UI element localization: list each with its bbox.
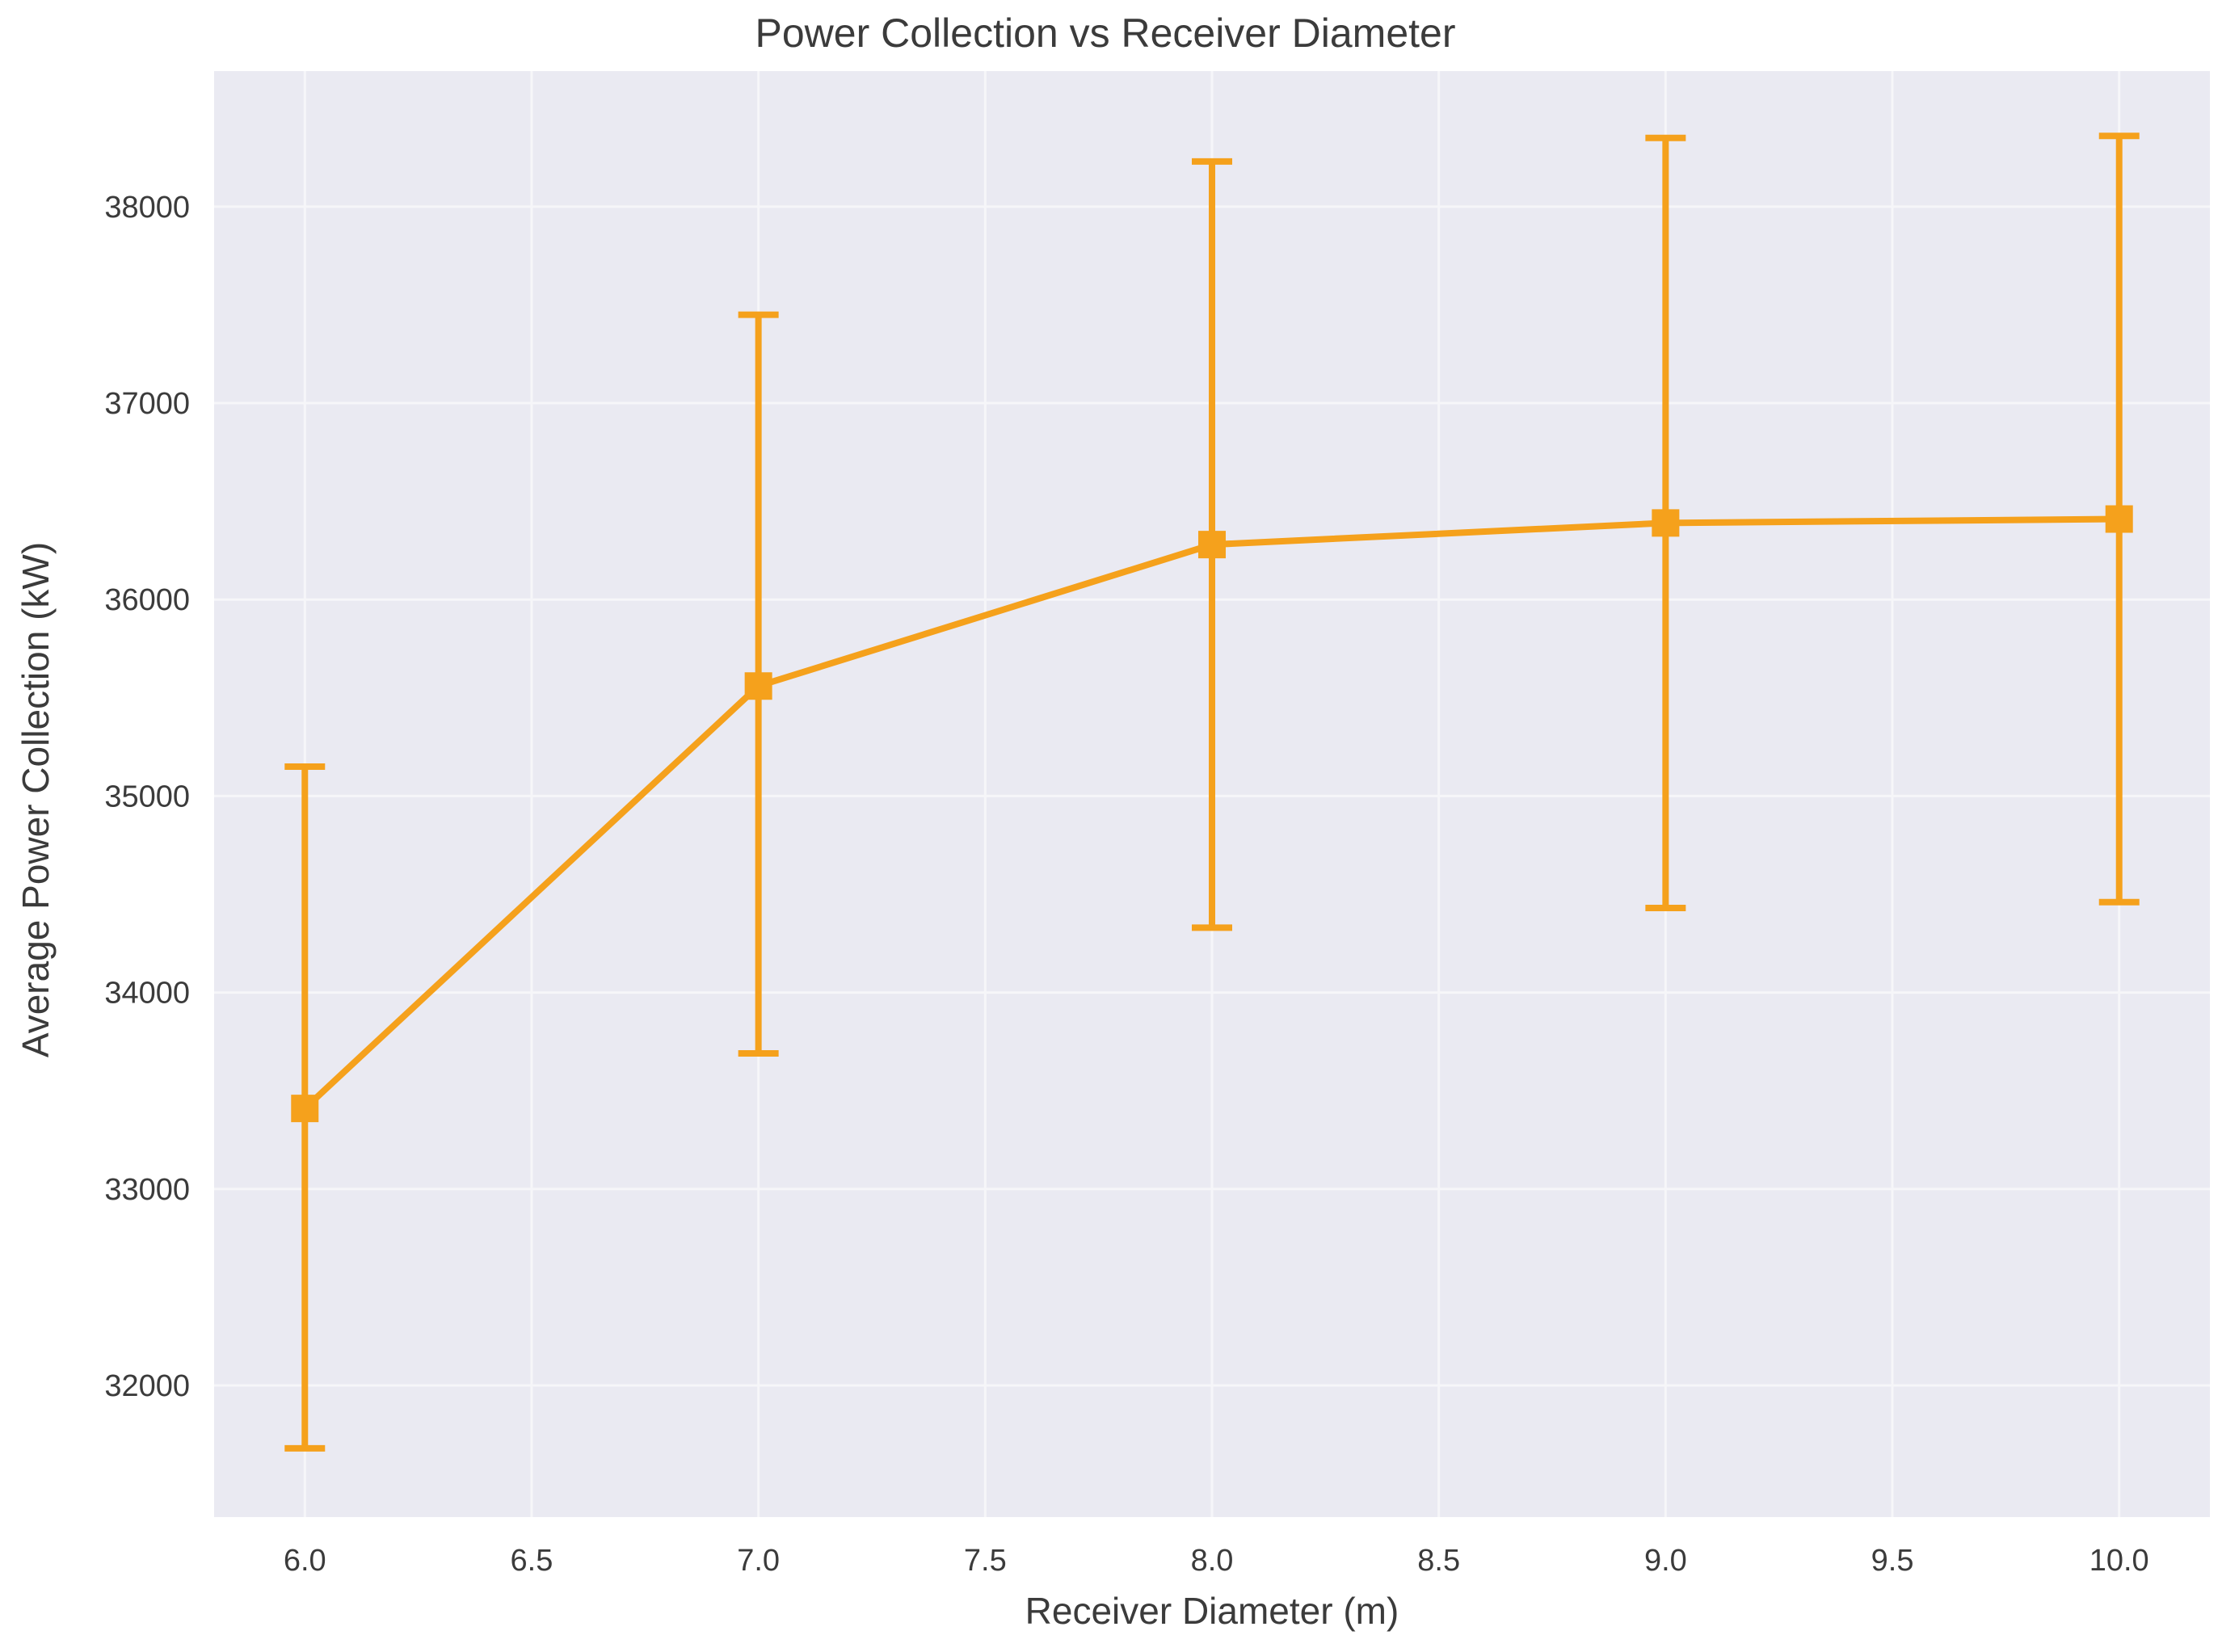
x-tick-label: 10.0 [2089,1544,2149,1578]
y-tick-label: 32000 [104,1369,190,1403]
y-tick-label: 38000 [104,191,190,225]
x-tick-label: 9.0 [1644,1544,1687,1578]
x-tick-label: 9.5 [1871,1544,1914,1578]
x-tick-label: 7.5 [964,1544,1007,1578]
data-point-marker [1198,531,1226,559]
x-tick-label: 8.0 [1191,1544,1234,1578]
y-tick-label: 37000 [104,387,190,421]
series-layer [284,132,2140,1452]
y-tick-label: 33000 [104,1173,190,1207]
data-point-marker [2105,505,2133,533]
x-tick-label: 6.0 [284,1544,326,1578]
x-tick-labels: 6.0 6.5 7.0 7.5 8.0 8.5 9.0 9.5 10.0 [284,1544,2149,1578]
data-point-marker [1652,509,1680,537]
data-point-marker [291,1095,319,1123]
x-tick-label: 8.5 [1417,1544,1460,1578]
data-point-marker [744,672,772,700]
y-tick-label: 34000 [104,977,190,1011]
y-tick-label: 35000 [104,780,190,813]
y-tick-label: 36000 [104,583,190,617]
x-tick-label: 6.5 [511,1544,553,1578]
chart-title: Power Collection vs Receiver Diameter [755,11,1456,56]
x-tick-label: 7.0 [737,1544,780,1578]
x-axis-label: Receiver Diameter (m) [1025,1590,1399,1632]
y-tick-labels: 32000 33000 34000 35000 36000 37000 38000 [104,191,190,1403]
y-axis-label: Average Power Collection (kW) [15,542,57,1057]
